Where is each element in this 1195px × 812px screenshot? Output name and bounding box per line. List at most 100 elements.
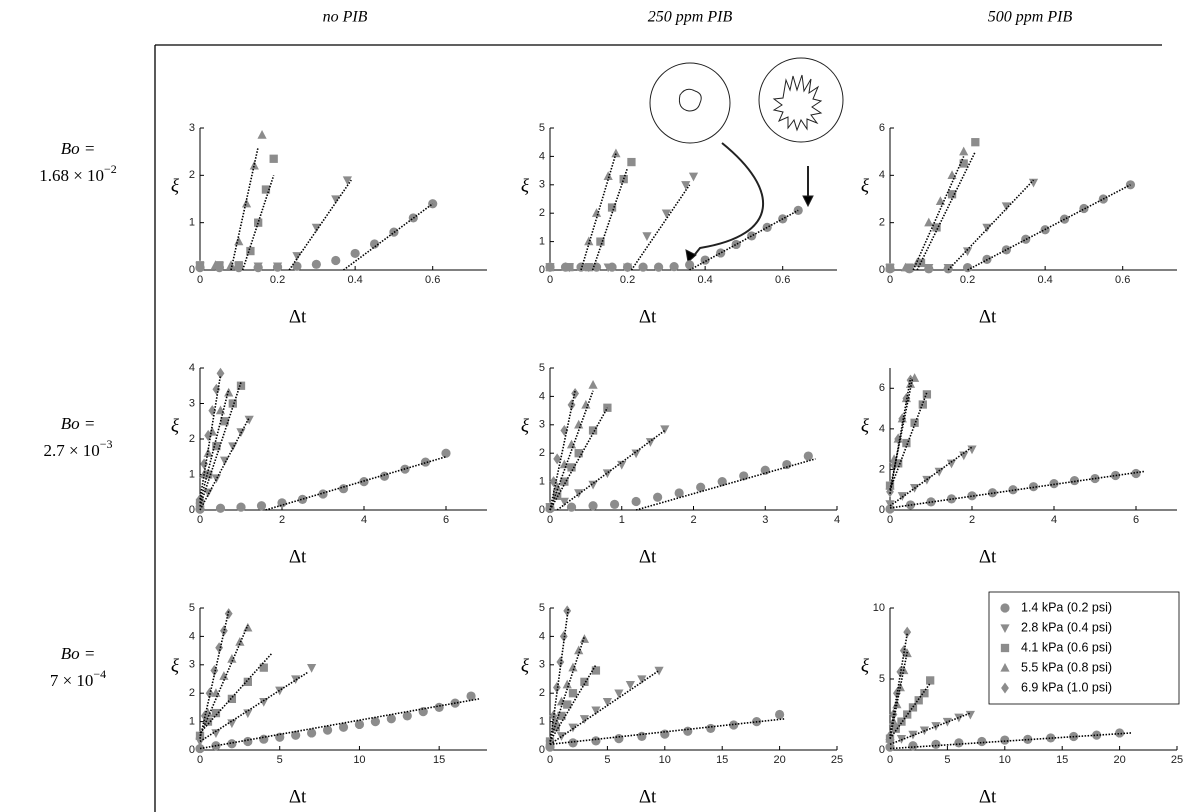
point: [591, 666, 601, 675]
legend-label: 1.4 kPa (0.2 psi): [1021, 600, 1112, 614]
point: [729, 720, 739, 730]
point: [895, 682, 905, 692]
fit-line: [549, 636, 586, 742]
x-tick-label: 6: [1133, 514, 1139, 526]
fit-line: [199, 610, 230, 739]
point: [212, 441, 221, 451]
point: [902, 438, 911, 448]
point: [338, 722, 349, 732]
x-tick-label: 25: [831, 754, 843, 766]
x-tick-label: 20: [773, 754, 785, 766]
row-label-lhs: Bo =: [61, 644, 96, 663]
legend-label: 6.9 kPa (1.0 psi): [1021, 680, 1112, 694]
point: [924, 217, 934, 227]
point: [307, 663, 317, 673]
point: [793, 205, 803, 215]
point: [338, 484, 349, 494]
point: [1079, 203, 1089, 214]
point: [210, 260, 221, 269]
point: [959, 159, 968, 168]
y-tick-label: 0: [539, 504, 545, 516]
point: [420, 457, 431, 467]
x-tick-label: 0.6: [425, 274, 440, 286]
point: [603, 263, 613, 273]
point: [782, 459, 792, 470]
point: [204, 470, 213, 479]
y-tick-label: 1: [189, 217, 195, 229]
point: [386, 714, 396, 724]
y-tick-label: 2: [189, 169, 195, 181]
fit-line: [199, 381, 242, 507]
point: [556, 696, 567, 706]
point: [322, 725, 333, 735]
point: [614, 689, 624, 699]
point: [905, 500, 916, 510]
point: [926, 676, 935, 685]
row-label-base: 7 × 10: [50, 671, 94, 690]
y-tick-label: 0: [539, 264, 545, 276]
fit-line: [343, 203, 434, 271]
fit-line: [580, 153, 617, 271]
fit-line: [889, 392, 928, 490]
point: [885, 480, 895, 490]
inset-blob: [678, 88, 702, 112]
point: [894, 459, 903, 468]
point: [216, 367, 225, 379]
point: [932, 223, 941, 232]
point: [660, 425, 670, 435]
row-label-lhs: Bo =: [61, 414, 96, 433]
point: [897, 717, 906, 726]
point: [571, 388, 580, 400]
x-tick-label: 5: [944, 754, 950, 766]
point: [1000, 735, 1010, 745]
point: [892, 699, 902, 709]
point: [241, 198, 252, 208]
point: [603, 171, 613, 180]
x-tick-label: 4: [1051, 514, 1057, 526]
x-tick-label: 0: [887, 754, 893, 766]
point: [311, 259, 321, 269]
point: [236, 502, 246, 512]
point: [211, 474, 221, 484]
y-axis-label: ξ: [171, 656, 180, 677]
y-axis-label: ξ: [861, 176, 870, 197]
y-axis-label: ξ: [861, 656, 870, 677]
point: [228, 399, 237, 408]
point: [946, 459, 957, 469]
y-axis-label: ξ: [521, 176, 530, 197]
point: [318, 489, 328, 499]
fit-line: [916, 151, 977, 271]
x-tick-label: 0: [887, 514, 893, 526]
point: [631, 496, 641, 507]
y-tick-label: 5: [539, 122, 545, 134]
y-tick-label: 5: [189, 602, 195, 614]
y-tick-label: 1: [539, 716, 545, 728]
point: [342, 176, 352, 186]
row-label-base: 1.68 × 10: [39, 166, 104, 185]
inset-sketches: [649, 57, 844, 263]
point: [557, 711, 566, 721]
point: [669, 261, 679, 272]
x-tick-label: 3: [762, 514, 768, 526]
y-axis-label: ξ: [521, 416, 530, 437]
point: [556, 656, 565, 668]
fit-line: [630, 184, 691, 271]
fit-line: [889, 682, 931, 740]
y-tick-label: 3: [189, 122, 195, 134]
point: [903, 626, 912, 638]
y-tick-label: 1: [539, 476, 545, 488]
fit-line: [889, 377, 914, 490]
point: [916, 258, 926, 268]
x-tick-label: 2: [969, 514, 975, 526]
point: [562, 679, 572, 689]
x-tick-label: 15: [433, 754, 445, 766]
point: [591, 262, 602, 272]
point: [546, 501, 554, 513]
point: [261, 185, 271, 194]
point: [886, 486, 894, 498]
point: [195, 260, 205, 269]
y-tick-label: 4: [879, 423, 885, 435]
point: [962, 247, 973, 257]
point: [1001, 245, 1011, 255]
inset-fingers: [772, 74, 823, 132]
